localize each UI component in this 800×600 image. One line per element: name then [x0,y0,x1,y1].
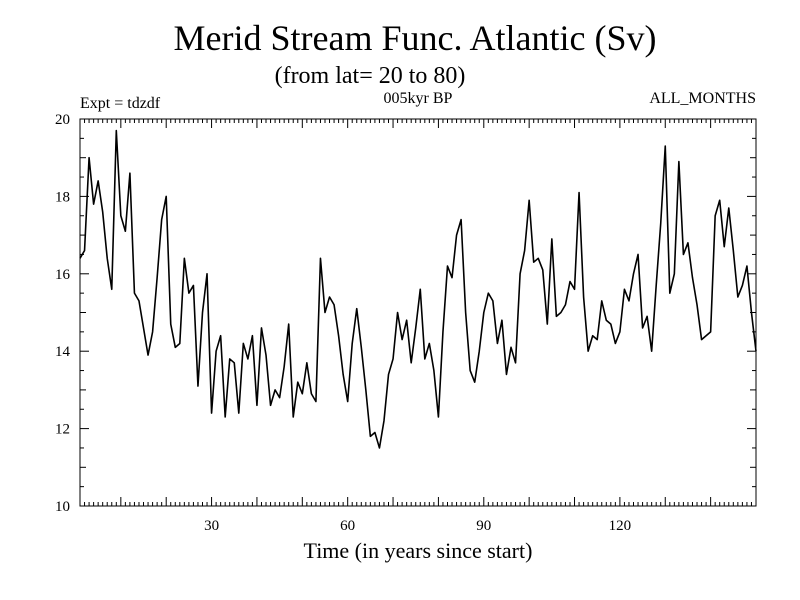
y-tick-label: 14 [55,344,71,360]
x-tick-label: 120 [609,518,632,534]
tick-labels: 30 60 90 120 10 12 14 16 18 20 [55,112,631,534]
x-tick-label: 60 [340,518,355,534]
expt-label: Expt = tdzdf [80,95,161,112]
y-tick-label: 20 [55,112,70,128]
y-tick-label: 18 [55,189,70,205]
period-label: 005kyr BP [384,90,453,107]
x-tick-label: 30 [204,518,219,534]
axis-ticks [79,118,757,507]
y-tick-label: 10 [55,499,70,515]
y-tick-label: 12 [55,422,70,438]
x-axis-label: Time (in years since start) [304,538,533,563]
x-tick-label: 90 [476,518,491,534]
months-label: ALL_MONTHS [649,90,756,107]
data-line [79,129,757,449]
y-tick-label: 16 [55,267,71,283]
chart-subtitle: (from lat= 20 to 80) [275,63,466,89]
chart-title: Merid Stream Func. Atlantic (Sv) [174,18,657,58]
